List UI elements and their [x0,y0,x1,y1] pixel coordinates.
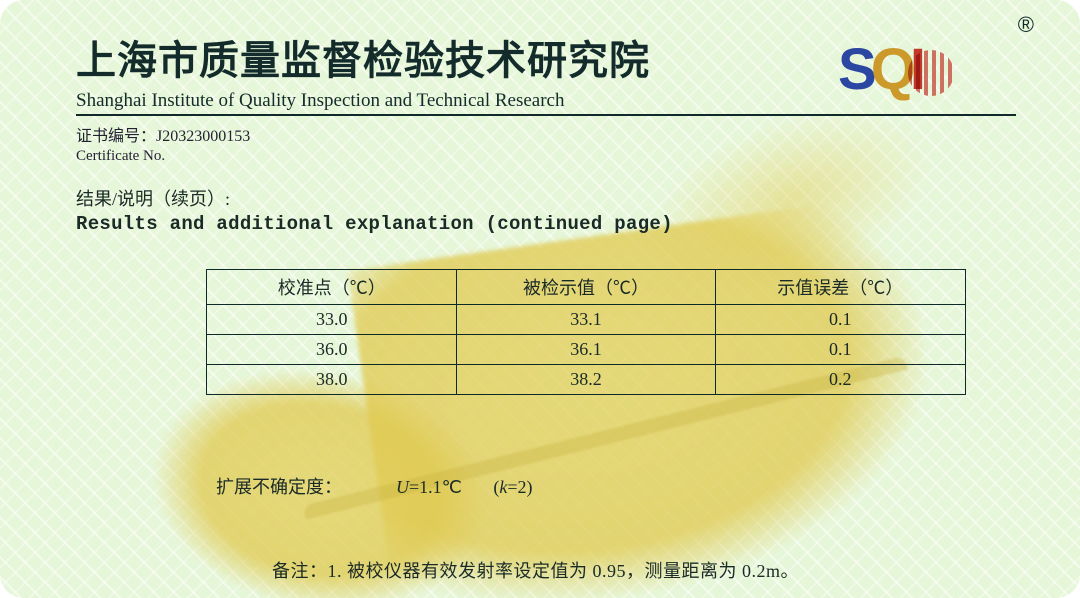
cell-err: 0.2 [715,365,965,395]
cell-cal: 36.0 [207,335,457,365]
certificate-number-label-cn: 证书编号： [76,128,156,145]
certificate-number-value: J20323000153 [156,128,250,145]
cell-err: 0.1 [715,335,965,365]
logo-letter-s: S [838,37,871,102]
calibration-table: 校准点（℃） 被检示值（℃） 示值误差（℃） 33.0 33.1 0.1 36.… [206,269,966,395]
cell-read: 36.1 [457,335,715,365]
cell-read: 33.1 [457,305,715,335]
uncertainty-k-value: =2 [507,477,526,497]
remark-label: 备注： [272,561,328,581]
calibration-table-wrap: 校准点（℃） 被检示值（℃） 示值误差（℃） 33.0 33.1 0.1 36.… [206,269,966,395]
remark-row: 备注：1. 被校仪器有效发射率设定值为 0.95，测量距离为 0.2m。 [272,557,1010,583]
table-row: 33.0 33.1 0.1 [207,305,966,335]
sqi-logo: ® SQI [838,36,1028,106]
uncertainty-label: 扩展不确定度： [216,477,342,497]
col-indication-error: 示值误差（℃） [715,270,965,305]
results-label-cn: 结果/说明（续页）: [76,185,1010,211]
registered-mark: ® [1018,12,1034,38]
cell-cal: 38.0 [207,365,457,395]
cell-cal: 33.0 [207,305,457,335]
uncertainty-U-value: =1.1℃ [409,477,462,497]
table-header-row: 校准点（℃） 被检示值（℃） 示值误差（℃） [207,270,966,305]
cell-err: 0.1 [715,305,965,335]
expanded-uncertainty-row: 扩展不确定度： U=1.1℃ (k=2) [216,473,1010,499]
certificate-number-label-en: Certificate No. [76,148,1010,165]
table-row: 36.0 36.1 0.1 [207,335,966,365]
col-indicated-value: 被检示值（℃） [457,270,715,305]
logo-q-stripes [908,50,954,96]
table-row: 38.0 38.2 0.2 [207,365,966,395]
results-label-en: Results and additional explanation (cont… [76,213,1010,235]
remark-text: 1. 被校仪器有效发射率设定值为 0.95，测量距离为 0.2m。 [328,561,800,581]
certificate-number-row: 证书编号：J20323000153 [76,122,1010,146]
uncertainty-U-symbol: U [396,477,409,497]
col-calibration-point: 校准点（℃） [207,270,457,305]
logo-letter-q: Q [871,37,910,102]
certificate-page: ® SQI 上海市质量监督检验技术研究院 Shanghai Institute … [0,0,1080,598]
cell-read: 38.2 [457,365,715,395]
